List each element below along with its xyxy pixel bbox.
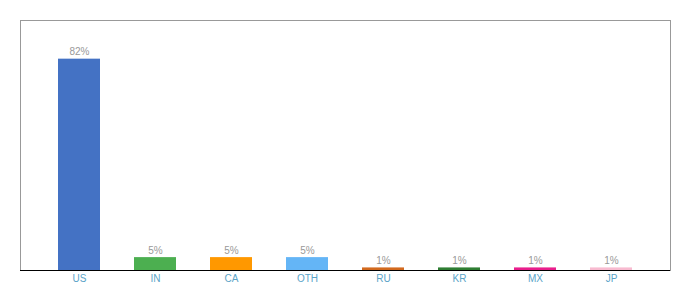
svg-text:MX: MX [528, 273, 543, 284]
svg-text:JP: JP [606, 273, 618, 284]
svg-text:KR: KR [453, 273, 467, 284]
svg-text:5%: 5% [148, 245, 163, 256]
svg-text:OTH: OTH [297, 273, 318, 284]
svg-text:RU: RU [376, 273, 390, 284]
svg-text:1%: 1% [604, 255, 619, 266]
svg-text:1%: 1% [528, 255, 543, 266]
svg-text:1%: 1% [376, 255, 391, 266]
svg-text:IN: IN [151, 273, 161, 284]
svg-text:US: US [73, 273, 87, 284]
svg-text:5%: 5% [300, 245, 315, 256]
svg-text:CA: CA [225, 273, 239, 284]
svg-text:82%: 82% [69, 46, 89, 57]
svg-text:5%: 5% [224, 245, 239, 256]
svg-text:1%: 1% [452, 255, 467, 266]
